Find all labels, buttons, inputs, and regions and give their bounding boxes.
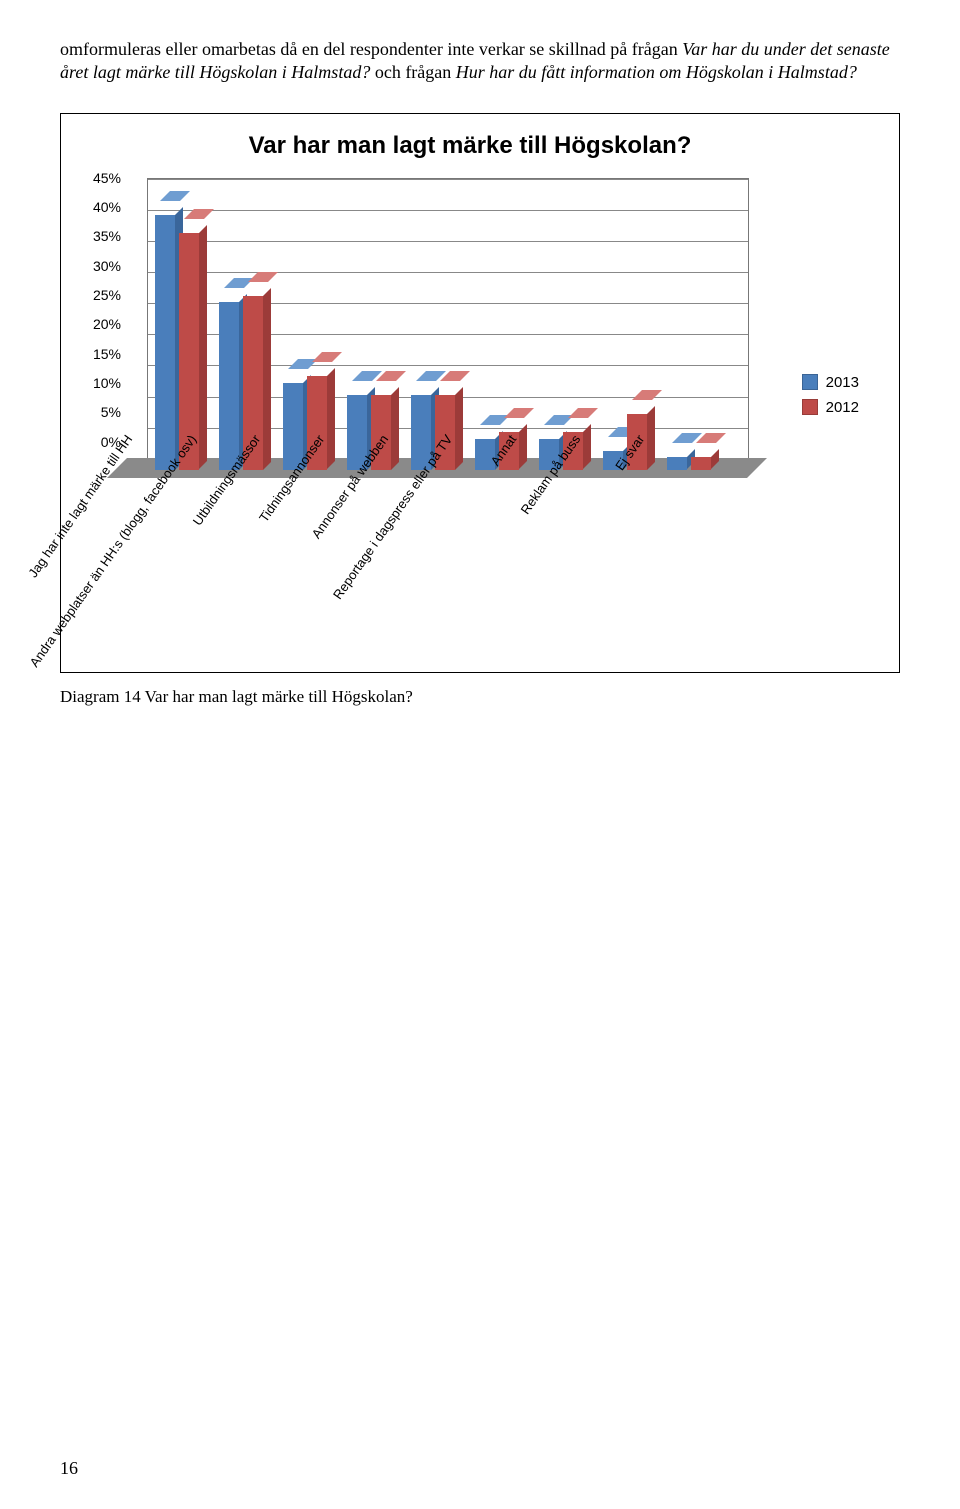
bar-top <box>568 408 598 418</box>
legend-item: 2012 <box>802 399 859 416</box>
legend-swatch <box>802 399 818 415</box>
page-number: 16 <box>60 1458 78 1479</box>
legend-swatch <box>802 374 818 390</box>
intro-paragraph: omformuleras eller omarbetas då en del r… <box>60 38 900 85</box>
chart-title: Var har man lagt märke till Högskolan? <box>71 132 869 160</box>
x-axis-labels: Jag har inte lagt märke till HHAndra web… <box>91 424 731 624</box>
bar-top <box>160 191 190 201</box>
legend: 2013 2012 <box>802 374 859 424</box>
y-tick: 10% <box>71 375 121 391</box>
x-label: Annat <box>488 432 520 468</box>
bars-area <box>147 178 747 458</box>
x-label: Reportage i dagspress eller på TV <box>330 432 455 602</box>
bar-top <box>248 272 278 282</box>
bar-top <box>312 352 342 362</box>
chart-container: Var har man lagt märke till Högskolan? 4… <box>60 113 900 673</box>
intro-italic-b: Hur har du fått information om Högskolan… <box>456 62 857 82</box>
y-tick: 20% <box>71 316 121 332</box>
x-label: Reklam på buss <box>518 432 584 517</box>
y-tick: 30% <box>71 258 121 274</box>
intro-text-a: omformuleras eller omarbetas då en del r… <box>60 39 682 59</box>
y-tick: 25% <box>71 287 121 303</box>
bar-top <box>184 209 214 219</box>
bar-top <box>376 371 406 381</box>
y-tick: 5% <box>71 404 121 420</box>
bar <box>155 203 175 458</box>
intro-text-b: och frågan <box>370 62 455 82</box>
y-tick: 15% <box>71 346 121 362</box>
chart-caption: Diagram 14 Var har man lagt märke till H… <box>60 687 900 707</box>
x-label: Ej svar <box>612 432 647 473</box>
y-tick: 35% <box>71 228 121 244</box>
legend-item: 2013 <box>802 374 859 391</box>
x-label: Tidningsannonser <box>256 432 327 525</box>
y-tick: 45% <box>71 170 121 186</box>
legend-label: 2013 <box>826 374 859 391</box>
bar <box>179 221 199 457</box>
y-tick: 40% <box>71 199 121 215</box>
legend-label: 2012 <box>826 399 859 416</box>
bar-top <box>440 371 470 381</box>
x-label: Utbildningsmässor <box>190 432 264 528</box>
bar-top <box>504 408 534 418</box>
bar-top <box>632 390 662 400</box>
y-axis: 45%40%35%30%25%20%15%10%5%0% <box>71 178 121 458</box>
